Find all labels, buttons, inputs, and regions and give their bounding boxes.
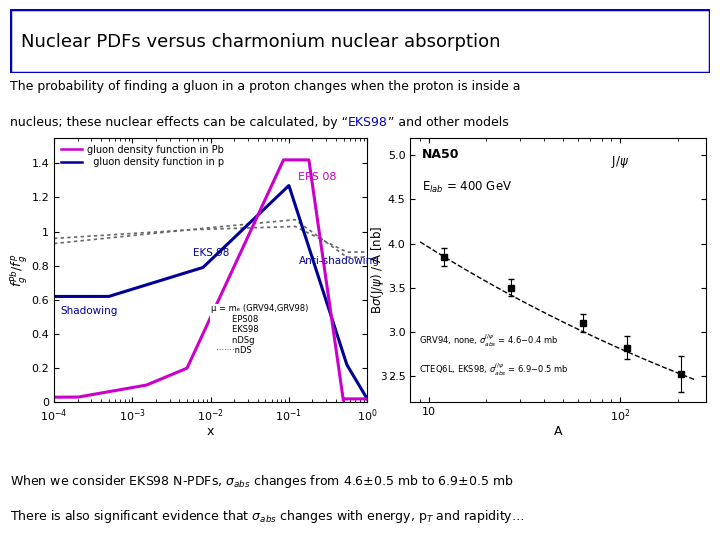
Text: GRV94, none, $\sigma^{J/\psi}_{abs}$ = 4.6$-$0.4 mb: GRV94, none, $\sigma^{J/\psi}_{abs}$ = 4…	[419, 332, 559, 349]
Text: There is also significant evidence that $\sigma_{abs}$ changes with energy, p$_T: There is also significant evidence that …	[10, 508, 524, 525]
Text: CTEQ6L, EKS98, $\sigma^{J/\psi}_{abs}$ = 6.9$-$0.5 mb: CTEQ6L, EKS98, $\sigma^{J/\psi}_{abs}$ =…	[419, 361, 569, 377]
FancyBboxPatch shape	[10, 9, 710, 73]
Text: NA50: NA50	[422, 148, 459, 161]
Text: EKS98: EKS98	[348, 117, 388, 130]
Text: 3 -: 3 -	[381, 372, 395, 382]
Text: ” and other models: ” and other models	[388, 117, 509, 130]
Y-axis label: $f_g^{Pb}$/$f_g^{p}$: $f_g^{Pb}$/$f_g^{p}$	[9, 253, 30, 287]
Text: Nuclear PDFs versus charmonium nuclear absorption: Nuclear PDFs versus charmonium nuclear a…	[21, 33, 500, 51]
Text: EPS 08: EPS 08	[298, 172, 336, 183]
Text: μ = mₑ (GRV94,GRV98)
        EPS08
        EKS98
        nDSg
  ·······nDS: μ = mₑ (GRV94,GRV98) EPS08 EKS98 nDSg ··…	[210, 305, 308, 355]
Text: J/$\psi$: J/$\psi$	[611, 153, 629, 170]
Y-axis label: B$\sigma$(J/$\psi$) / A [nb]: B$\sigma$(J/$\psi$) / A [nb]	[369, 226, 387, 314]
Text: The probability of finding a gluon in a proton changes when the proton is inside: The probability of finding a gluon in a …	[10, 80, 521, 93]
X-axis label: A: A	[554, 425, 562, 438]
Legend: gluon density function in Pb,   gluon density function in p: gluon density function in Pb, gluon dens…	[59, 143, 226, 170]
Text: When we consider EKS98 N-PDFs, $\sigma_{abs}$ changes from 4.6$\pm$0.5 mb to 6.9: When we consider EKS98 N-PDFs, $\sigma_{…	[10, 472, 513, 490]
Text: nucleus; these nuclear effects can be calculated, by “: nucleus; these nuclear effects can be ca…	[10, 117, 348, 130]
Text: Anti-shadowing: Anti-shadowing	[299, 256, 380, 266]
X-axis label: x: x	[207, 425, 215, 438]
Text: E$_{lab}$ = 400 GeV: E$_{lab}$ = 400 GeV	[422, 180, 513, 195]
Text: Shadowing: Shadowing	[60, 306, 117, 315]
Text: EKS 98: EKS 98	[193, 248, 230, 258]
